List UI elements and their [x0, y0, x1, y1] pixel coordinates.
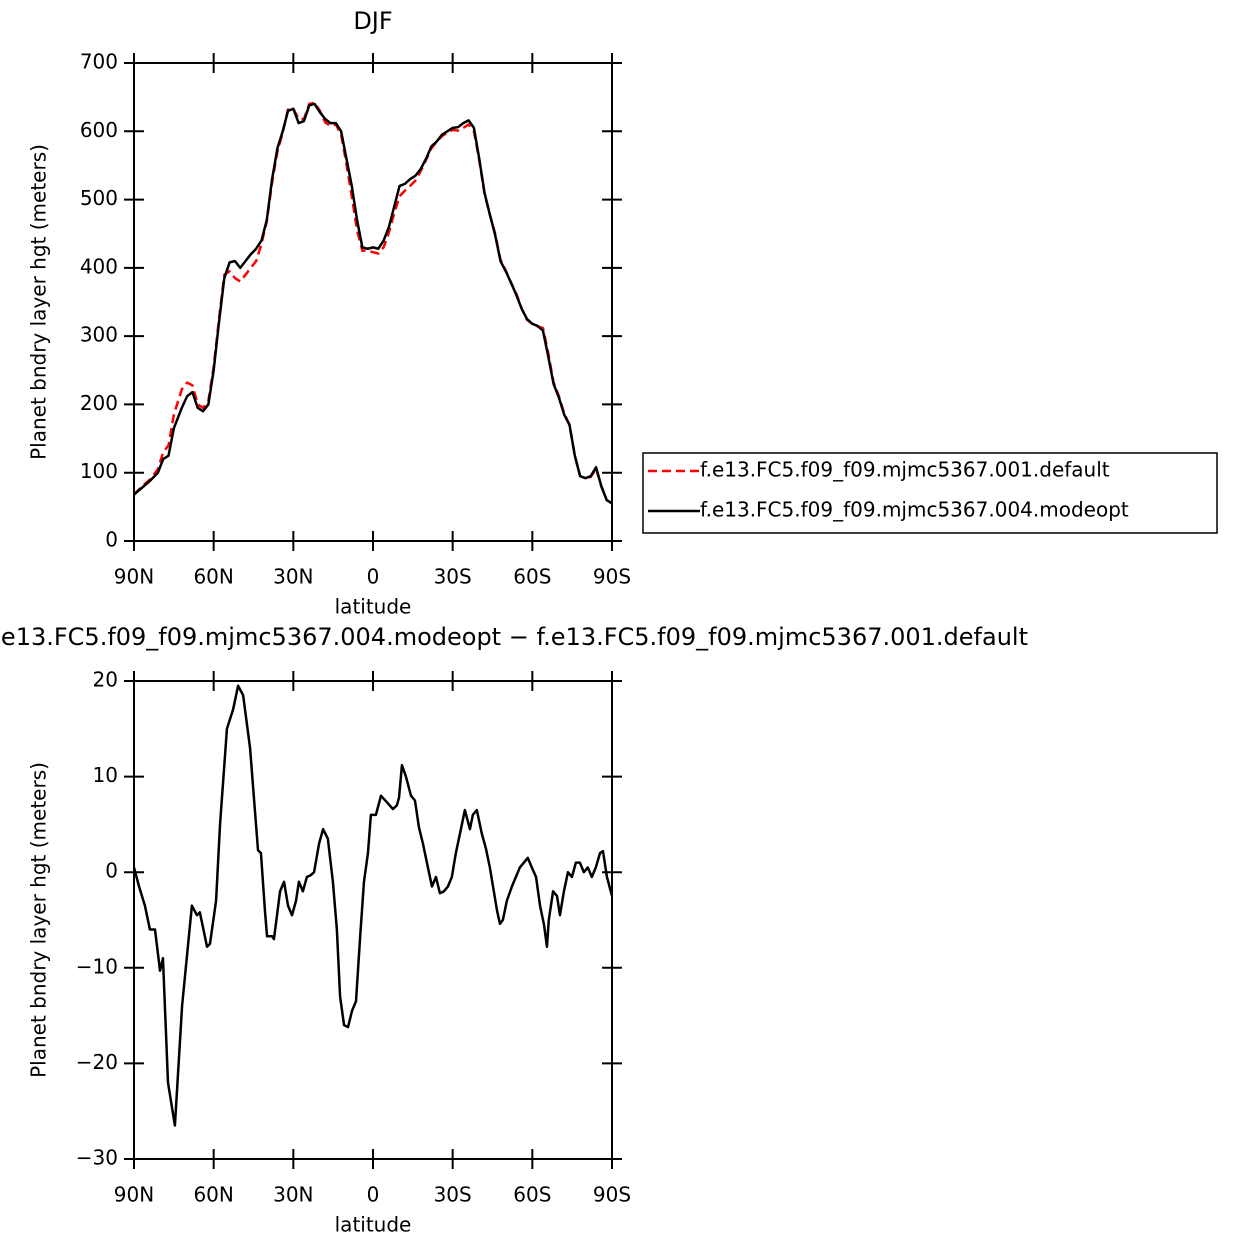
chart-title: f.e13.FC5.f09_f09.mjmc5367.004.modeopt −…	[0, 623, 1028, 651]
data-line	[133, 101, 613, 505]
y-tick-label: 500	[80, 186, 118, 210]
plot-frame	[133, 680, 613, 1160]
y-tick-label: −30	[76, 1146, 118, 1170]
y-tick-label: 400	[80, 254, 118, 278]
x-tick-label: 90N	[114, 565, 154, 589]
x-tick-label: 30N	[273, 1183, 313, 1207]
y-tick-label: −20	[76, 1050, 118, 1074]
x-tick-label: 60S	[513, 565, 551, 589]
x-tick-label: 60N	[193, 565, 233, 589]
x-tick-label: 60N	[193, 1183, 233, 1207]
x-tick-label: 60S	[513, 1183, 551, 1207]
y-tick-label: 300	[80, 323, 118, 347]
plot-frame	[133, 62, 613, 542]
x-axis-label: latitude	[335, 1213, 412, 1237]
y-tick-label: 600	[80, 118, 118, 142]
x-tick-label: 30S	[434, 1183, 472, 1207]
x-tick-label: 90N	[114, 1183, 154, 1207]
x-tick-label: 90S	[593, 565, 631, 589]
data-line	[132, 684, 614, 1127]
legend-label: f.e13.FC5.f09_f09.mjmc5367.001.default	[700, 458, 1110, 482]
y-axis-label: Planet bndry layer hgt (meters)	[27, 144, 51, 460]
y-tick-label: −10	[76, 954, 118, 978]
y-tick-label: 10	[93, 763, 118, 787]
y-tick-label: 200	[80, 391, 118, 415]
x-tick-label: 90S	[593, 1183, 631, 1207]
y-tick-label: 100	[80, 459, 118, 483]
y-tick-label: 700	[80, 50, 118, 74]
x-axis-label: latitude	[335, 595, 412, 619]
y-tick-label: 0	[105, 859, 118, 883]
chart-title: DJF	[353, 7, 392, 35]
y-tick-label: 0	[105, 528, 118, 552]
y-tick-label: 20	[93, 668, 118, 692]
x-tick-label: 30S	[434, 565, 472, 589]
y-axis-label: Planet bndry layer hgt (meters)	[27, 762, 51, 1078]
legend-box	[642, 452, 1218, 534]
x-tick-label: 30N	[273, 565, 313, 589]
data-line	[133, 102, 613, 505]
legend-label: f.e13.FC5.f09_f09.mjmc5367.004.modeopt	[700, 498, 1129, 522]
x-tick-label: 0	[367, 1183, 380, 1207]
x-tick-label: 0	[367, 565, 380, 589]
